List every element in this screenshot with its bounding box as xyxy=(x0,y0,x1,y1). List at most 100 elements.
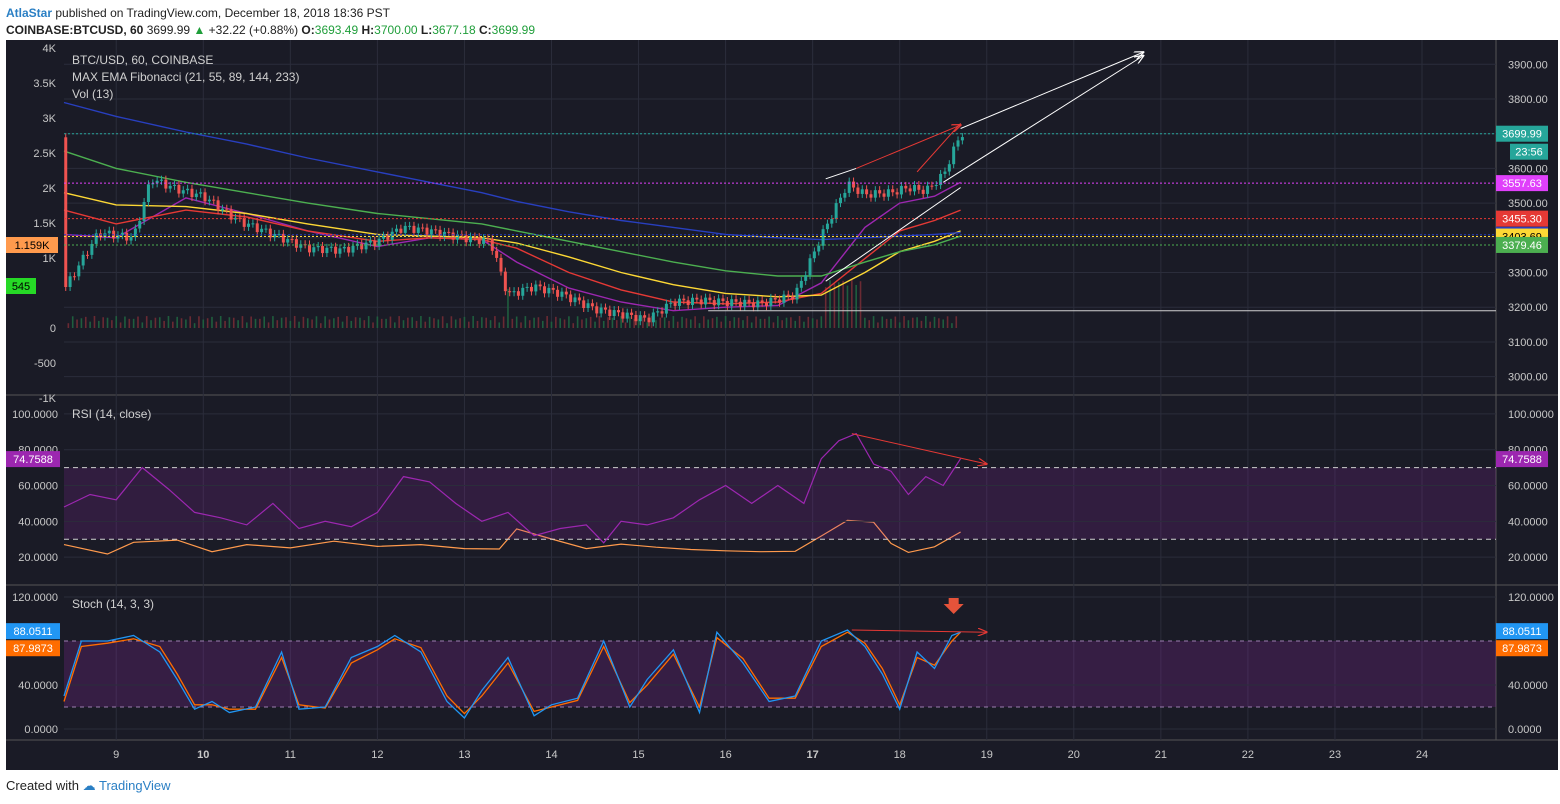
volume-bar xyxy=(141,322,144,328)
candle-body xyxy=(721,298,725,302)
volume-bar xyxy=(176,316,178,328)
volume-bar xyxy=(359,317,361,328)
x-tick-label: 19 xyxy=(981,749,993,761)
tradingview-brand[interactable]: TradingView xyxy=(99,778,171,793)
candle-body xyxy=(773,297,777,300)
candle-body xyxy=(381,235,385,239)
volume-tick-label: -500 xyxy=(34,358,56,370)
author-link[interactable]: AtlaStar xyxy=(6,6,53,20)
volume-bar xyxy=(763,318,766,328)
volume-bar xyxy=(528,320,531,328)
candle-body xyxy=(146,184,150,203)
x-tick-label: 13 xyxy=(458,749,470,761)
stoch-marker-right: 88.0511 xyxy=(1503,626,1542,638)
last-price: 3699.99 xyxy=(146,23,191,37)
chart-area[interactable]: 9 10 11 12 13 14 15 16 17 18 19 20 21 22 23 24 3900.00 38… xyxy=(6,40,1558,770)
volume-bar xyxy=(572,323,575,328)
divergence-arrow-price xyxy=(855,125,960,169)
volume-bar xyxy=(550,321,553,328)
candle-body xyxy=(321,246,325,254)
volume-bar xyxy=(837,282,840,328)
stoch-marker-left-bg xyxy=(6,640,60,657)
stoch-tick-left: 120.0000 xyxy=(12,592,58,604)
published-text: published on TradingView.com, December 1… xyxy=(55,6,391,20)
volume-bar xyxy=(467,321,470,328)
created-with-text: Created with xyxy=(6,778,79,793)
volume-bar xyxy=(398,316,400,328)
candle-body xyxy=(277,233,281,235)
candle-body xyxy=(843,192,847,198)
candle-body xyxy=(821,229,825,246)
volume-bar xyxy=(637,318,640,328)
candle-body xyxy=(751,302,755,308)
volume-bar xyxy=(737,317,740,328)
close-value: 3699.99 xyxy=(491,23,536,37)
volume-bar xyxy=(798,316,801,328)
candle-body xyxy=(216,200,220,211)
candle-body xyxy=(634,314,638,322)
volume-bar xyxy=(907,320,910,328)
indicator-legend-volume: Vol (13) xyxy=(72,87,113,101)
volume-bar xyxy=(180,318,183,328)
rsi-tick-left: 100.0000 xyxy=(12,409,58,421)
candle-body xyxy=(899,185,903,195)
candle-body xyxy=(738,301,742,307)
volume-bar xyxy=(920,320,923,328)
volume-bar xyxy=(855,284,857,328)
candle-body xyxy=(595,306,599,314)
x-tick-label: 15 xyxy=(632,749,644,761)
volume-bar xyxy=(333,318,335,328)
volume-bar xyxy=(241,316,244,328)
price-tick-label: 3000.00 xyxy=(1508,372,1548,384)
candle-body xyxy=(447,231,451,233)
candle-body xyxy=(812,251,816,259)
candle-body xyxy=(782,294,786,303)
footer: Created with ☁ TradingView xyxy=(6,778,171,798)
volume-tick-label: 2.5K xyxy=(33,148,56,160)
price-marker-label: 3557.63 xyxy=(1502,178,1542,190)
volume-bar xyxy=(624,322,627,328)
volume-bar xyxy=(124,316,126,328)
chart-svg[interactable]: 9 10 11 12 13 14 15 16 17 18 19 20 21 22 23 24 3900.00 38… xyxy=(6,40,1558,770)
volume-bar xyxy=(328,319,331,328)
candle-body xyxy=(691,297,695,306)
volume-bar xyxy=(341,321,344,328)
volume-bar xyxy=(476,320,479,328)
volume-bar xyxy=(259,318,261,328)
candle-body xyxy=(573,297,577,303)
candle-body xyxy=(142,202,146,221)
volume-bar xyxy=(298,321,300,328)
volume-bar xyxy=(816,319,818,328)
volume-bar xyxy=(720,321,723,328)
candle-body xyxy=(538,284,542,287)
volume-bar xyxy=(219,316,222,328)
volume-bar xyxy=(272,316,274,328)
volume-bar xyxy=(454,319,457,328)
candle-body xyxy=(72,276,76,278)
volume-bar xyxy=(833,283,836,328)
volume-bar xyxy=(559,318,561,328)
candle-body xyxy=(194,193,198,198)
volume-bar xyxy=(441,316,444,328)
volume-bar xyxy=(237,320,239,328)
volume-bar xyxy=(380,318,383,328)
trendline-top xyxy=(825,167,857,180)
projection-arrow-upper xyxy=(960,52,1144,129)
volume-bar xyxy=(755,316,757,328)
volume-bar xyxy=(807,316,810,328)
volume-bar xyxy=(276,320,279,328)
candle-body xyxy=(856,187,860,194)
candle-body xyxy=(799,280,803,288)
volume-bar xyxy=(642,316,644,328)
candle-body xyxy=(886,189,890,197)
chart-header: AtlaStar published on TradingView.com, D… xyxy=(6,4,1556,40)
volume-bar xyxy=(946,316,949,328)
candle-body xyxy=(939,173,943,186)
volume-bar xyxy=(611,317,614,328)
candle-body xyxy=(294,239,298,248)
price-tick-label: 3600.00 xyxy=(1508,163,1548,175)
stoch-marker-right-bg xyxy=(1496,640,1548,657)
candle-body xyxy=(521,287,525,296)
line-ema55 xyxy=(63,209,961,305)
rsi-band-fill xyxy=(64,467,1496,540)
